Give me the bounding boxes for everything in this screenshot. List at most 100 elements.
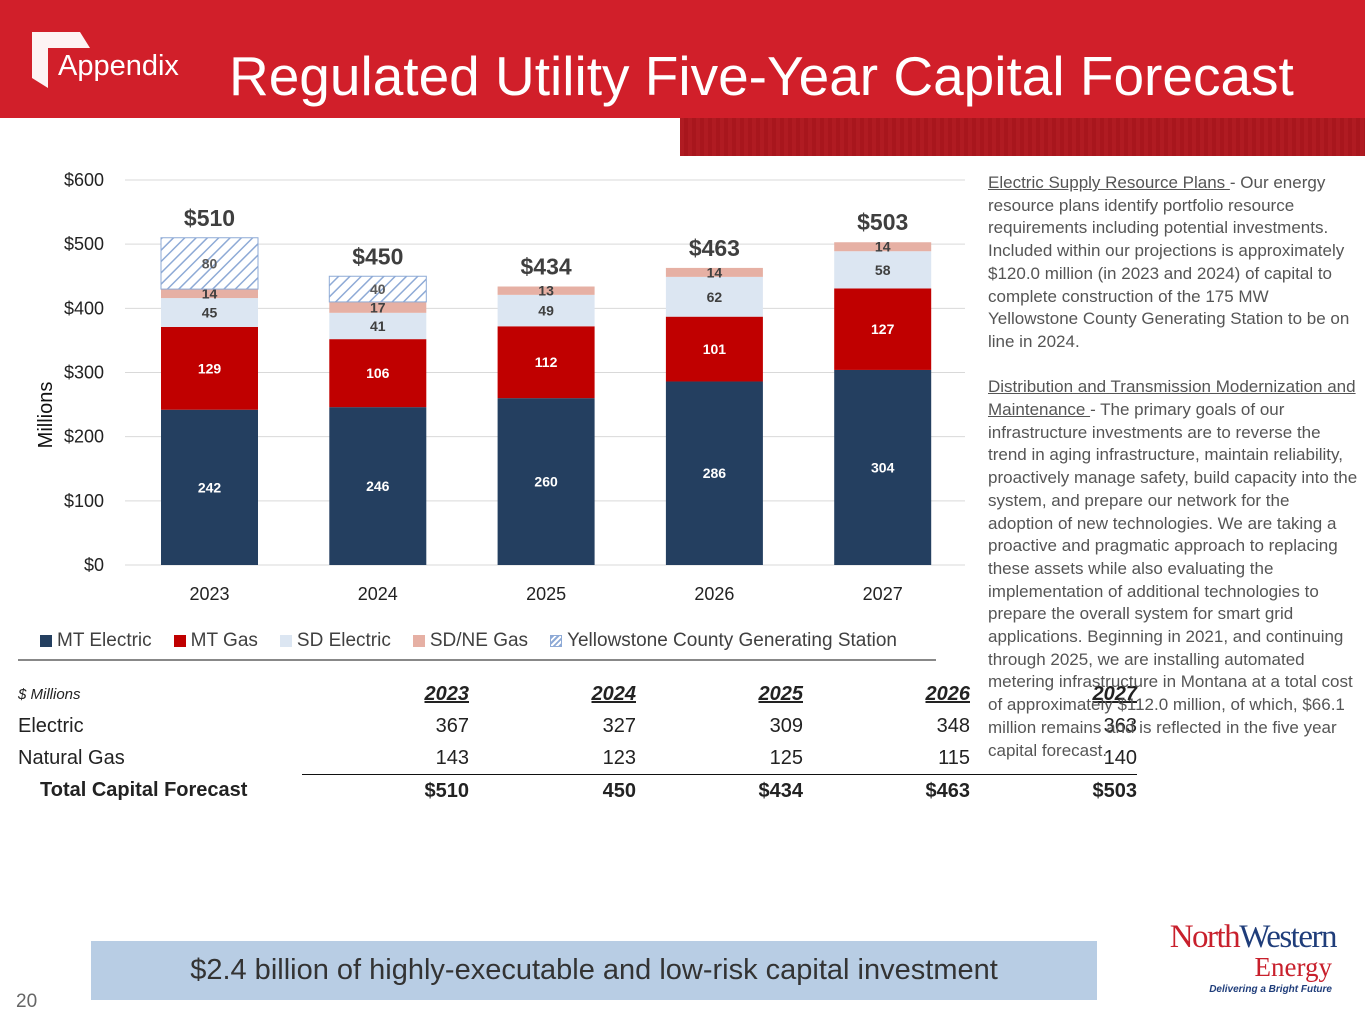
table-cell: 348 <box>936 714 970 737</box>
header-texture-band <box>680 118 1365 156</box>
bar-stack-2026: 286 101 62 14 $463 <box>665 235 763 565</box>
bar-segment-sd-ne-gas <box>497 286 595 295</box>
segment-value-label: 286 <box>703 465 727 481</box>
bar-total-label: $510 <box>184 205 235 231</box>
table-cell: 143 <box>435 746 469 769</box>
legend-swatch <box>412 635 425 647</box>
segment-value-label: 17 <box>370 299 386 315</box>
page-title: Regulated Utility Five-Year Capital Fore… <box>229 45 1294 107</box>
table-cell: 125 <box>769 746 803 769</box>
segment-value-label: 49 <box>538 303 554 319</box>
legend-label: MT Electric <box>57 630 152 651</box>
total-cell: 450 <box>469 774 636 807</box>
table-cell: 140 <box>1103 746 1137 769</box>
total-label: Total Capital Forecast <box>40 779 248 802</box>
bar-stack-2025: 260 112 49 13 $434 <box>497 254 595 565</box>
bar-segment-mt-gas <box>329 339 427 408</box>
table-cell: 115 <box>938 746 970 769</box>
chart-legend: MT Electric MT Gas SD Electric SD/NE Gas Yel… <box>40 630 897 652</box>
sidebar-text: Electric Supply Resource Plans - Our ene… <box>988 172 1358 785</box>
bar-segment-mt-electric <box>497 398 595 565</box>
table-cell: 367 <box>435 714 469 737</box>
segment-value-label: 14 <box>875 239 891 255</box>
segment-value-label: 80 <box>202 255 218 271</box>
logo-north: North <box>1169 919 1241 955</box>
paragraph-body: - Our energy resource plans identify por… <box>988 173 1350 351</box>
bar-total-label: $450 <box>352 243 403 269</box>
table-row: Natural Gas 143 123 125 115 140 <box>18 742 1137 775</box>
bar-total-label: $434 <box>521 254 572 280</box>
segment-value-label: 41 <box>370 318 386 334</box>
segment-value-label: 45 <box>202 305 218 321</box>
year-header: 2023 <box>424 682 470 705</box>
year-header: 2025 <box>758 682 804 705</box>
row-label: Natural Gas <box>18 746 125 769</box>
x-tick-label: 2026 <box>694 584 734 604</box>
x-tick-label: 2027 <box>863 584 903 604</box>
bar-segment-sd-ne-gas <box>834 242 932 252</box>
summary-banner: $2.4 billion of highly-executable and lo… <box>91 941 1097 1000</box>
y-tick-label: $600 <box>64 170 104 190</box>
bar-total-label: $503 <box>857 209 908 235</box>
segment-value-label: 246 <box>366 478 390 494</box>
segment-value-label: 13 <box>538 283 554 299</box>
y-tick-label: $100 <box>64 491 104 511</box>
legend-label: MT Gas <box>190 630 258 651</box>
segment-value-label: 127 <box>871 321 895 337</box>
table-cell: 309 <box>769 714 803 737</box>
paragraph-distribution: Distribution and Transmission Modernizat… <box>988 376 1358 762</box>
bar-segment-mt-electric <box>329 407 427 565</box>
page-number: 20 <box>16 991 38 1012</box>
legend-swatch <box>550 635 563 647</box>
legend-swatch <box>40 635 52 647</box>
table-cell: 123 <box>602 746 636 769</box>
y-tick-label: $200 <box>64 427 104 447</box>
bar-stack-2024: 246 106 41 17 40 $450 <box>328 243 427 565</box>
bar-segment-sd-electric <box>329 312 427 340</box>
y-tick-label: $300 <box>64 363 104 383</box>
legend-item: MT Gas <box>173 630 258 652</box>
segment-value-label: 40 <box>370 281 386 297</box>
legend-label: SD/NE Gas <box>429 630 529 651</box>
total-cell: $503 <box>970 774 1137 807</box>
segment-value-label: 129 <box>198 360 222 376</box>
total-cell: $434 <box>636 774 803 807</box>
segment-value-label: 242 <box>198 479 222 495</box>
table-cell: 363 <box>1103 714 1137 737</box>
legend-label: SD Electric <box>296 630 391 651</box>
legend-swatch <box>279 635 292 647</box>
table-total-row: Total Capital Forecast $510 450 $434 $46… <box>18 774 1137 807</box>
segment-value-label: 101 <box>703 341 727 357</box>
table-header-row: $ Millions 2023 2024 2025 2026 2027 <box>18 678 1137 710</box>
segment-value-label: 112 <box>535 354 558 370</box>
table-cell: 327 <box>602 714 636 737</box>
header-bar: Appendix Regulated Utility Five-Year Cap… <box>0 0 1365 118</box>
capital-forecast-chart: $0 $100 $200 $300 $400 $500 $600 242 129 45 14 80 $… <box>35 170 965 604</box>
corner-bracket-icon <box>32 32 90 88</box>
bar-segment-mt-gas <box>161 326 258 410</box>
paragraph-heading: Electric Supply Resource Plans <box>988 173 1230 192</box>
total-cell: $510 <box>302 774 469 807</box>
section-label: Appendix <box>58 50 179 82</box>
x-tick-label: 2024 <box>358 584 398 604</box>
logo-energy: Energy <box>1254 952 1332 982</box>
bar-segment-yellowstone-county-generating-station <box>160 237 259 290</box>
logo-tagline: Delivering a Bright Future <box>1209 984 1332 995</box>
bar-segment-mt-gas <box>834 288 932 370</box>
legend-divider <box>18 659 936 661</box>
company-logo: NorthWestern Energy Delivering a Bright … <box>1136 919 1338 995</box>
total-cell: $463 <box>803 774 970 807</box>
bar-segment-mt-electric <box>665 381 763 565</box>
logo-western: Western <box>1239 919 1337 955</box>
bar-segment-mt-electric <box>161 409 258 565</box>
paragraph-heading: Distribution and Transmission Modernizat… <box>988 377 1356 420</box>
bar-segment-yellowstone-county-generating-station <box>328 275 427 303</box>
segment-value-label: 58 <box>875 262 891 278</box>
paragraph-body: - The primary goals of our infrastructur… <box>988 400 1358 760</box>
x-tick-label: 2023 <box>189 584 229 604</box>
legend-item: Yellowstone County Generating Station <box>550 630 897 652</box>
bar-segment-sd-ne-gas <box>329 301 427 313</box>
y-axis-ticks: $0 $100 $200 $300 $400 $500 $600 <box>64 170 104 575</box>
bar-total-label: $463 <box>689 235 740 261</box>
